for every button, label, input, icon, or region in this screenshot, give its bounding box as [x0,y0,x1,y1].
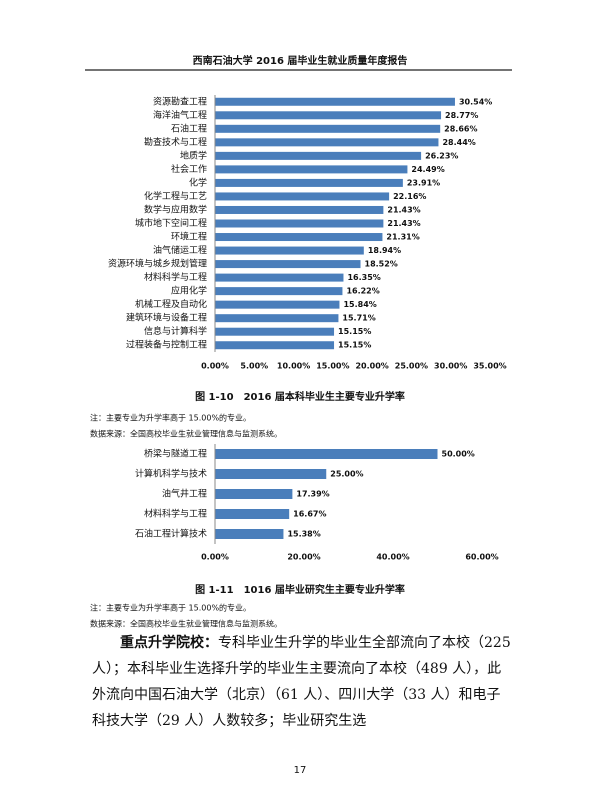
paragraph-lead: 重点升学院校： [120,635,218,651]
bar [215,151,422,160]
value-label: 25.00% [330,470,363,479]
bar [215,219,384,228]
value-label: 30.54% [459,97,492,106]
x-tick-label: 10.00% [277,362,310,371]
value-label: 21.43% [387,205,420,214]
value-label: 23.91% [407,178,440,187]
x-tick-label: 20.00% [287,553,320,562]
y-tick-label: 化学工程与工艺 [144,190,207,202]
value-label: 15.15% [338,341,371,350]
value-label: 22.16% [393,192,426,201]
y-tick-label: 应用化学 [171,285,207,297]
bar [215,314,339,323]
value-label: 28.77% [445,111,478,120]
y-tick-label: 建筑环境与设备工程 [126,312,207,324]
y-tick-label: 勘查技术与工程 [144,136,207,148]
y-tick-label: 材料科学与工程 [144,271,207,283]
x-tick-label: 60.00% [465,553,498,562]
x-tick-label: 30.00% [434,362,467,371]
value-label: 15.71% [342,314,375,323]
value-label: 16.67% [293,510,326,519]
value-label: 18.94% [368,246,401,255]
y-tick-label: 石油工程计算技术 [135,528,207,540]
x-tick-label: 0.00% [201,362,229,371]
y-tick-label: 数学与应用数学 [144,203,207,215]
y-tick-label: 海洋油气工程 [153,109,207,121]
bar [215,489,293,499]
bar [215,246,364,255]
bar [215,178,403,187]
value-label: 15.84% [343,300,376,309]
y-tick-label: 社会工作 [171,163,207,175]
value-label: 50.00% [442,450,475,459]
y-tick-label: 油气井工程 [162,488,207,500]
x-tick-label: 15.00% [316,362,349,371]
value-label: 21.43% [387,219,420,228]
bar [215,509,290,519]
paragraph-text: 专科毕业生升学的毕业生全部流向了本校（225 人）；本科毕业生选择升学的毕业生主… [92,635,511,729]
figure-note: 数据来源：全国高校毕业生就业管理信息与监测系统。 [90,619,282,629]
page-header: 西南石油大学 2016 届毕业生就业质量年度报告 [193,54,408,67]
x-tick-label: 40.00% [376,553,409,562]
bar [215,469,327,479]
value-label: 26.23% [425,151,458,160]
x-tick-label: 5.00% [240,362,268,371]
figure-note: 注：主要专业为升学率高于 15.00%的专业。 [90,413,251,423]
bar [215,300,340,309]
x-tick-label: 0.00% [201,553,229,562]
bar [215,273,344,282]
page-number: 17 [294,765,307,776]
x-tick-label: 20.00% [355,362,388,371]
value-label: 15.38% [287,530,320,539]
value-label: 21.31% [386,233,419,242]
bar [215,192,390,201]
value-label: 18.52% [365,260,398,269]
value-label: 16.35% [347,273,380,282]
y-tick-label: 城市地下空间工程 [135,217,207,229]
value-label: 28.44% [442,138,475,147]
bar [215,233,383,242]
y-tick-label: 机械工程及自动化 [135,298,207,310]
y-tick-label: 信息与计算科学 [144,325,207,337]
body-paragraph: 重点升学院校：专科毕业生升学的毕业生全部流向了本校（225 人）；本科毕业生选择… [92,630,512,734]
value-label: 28.66% [444,124,477,133]
y-tick-label: 油气储运工程 [153,244,207,256]
bar [215,165,408,174]
y-tick-label: 过程装备与控制工程 [126,339,207,351]
bar [215,260,361,269]
y-tick-label: 石油工程 [171,122,207,134]
bar [215,341,335,350]
y-tick-label: 桥梁与隧道工程 [144,448,207,460]
y-tick-label: 地质学 [180,149,207,161]
bar [215,449,438,459]
y-tick-label: 资源环境与城乡规划管理 [108,258,207,270]
y-tick-label: 计算机科学与技术 [135,468,207,480]
x-tick-label: 35.00% [473,362,506,371]
y-tick-label: 资源勘查工程 [153,95,207,107]
bar [215,138,439,147]
bar [215,97,455,106]
bar [215,205,384,214]
figure-caption: 图 1-11 1016 届毕业研究生主要专业升学率 [195,583,405,596]
x-tick-label: 25.00% [395,362,428,371]
bar [215,287,343,296]
value-label: 24.49% [411,165,444,174]
y-tick-label: 环境工程 [171,231,207,243]
bar [215,529,284,539]
y-tick-label: 化学 [189,176,207,188]
value-label: 16.22% [346,287,379,296]
bar [215,327,335,336]
bar [215,124,441,133]
figure-note: 数据来源：全国高校毕业生就业管理信息与监测系统。 [90,429,282,439]
figure-note: 注：主要专业为升学率高于 15.00%的专业。 [90,603,251,613]
value-label: 17.39% [296,490,329,499]
value-label: 15.15% [338,327,371,336]
y-tick-label: 材料科学与工程 [144,508,207,520]
figure-caption: 图 1-10 2016 届本科毕业生主要专业升学率 [195,390,405,403]
bar [215,111,442,120]
